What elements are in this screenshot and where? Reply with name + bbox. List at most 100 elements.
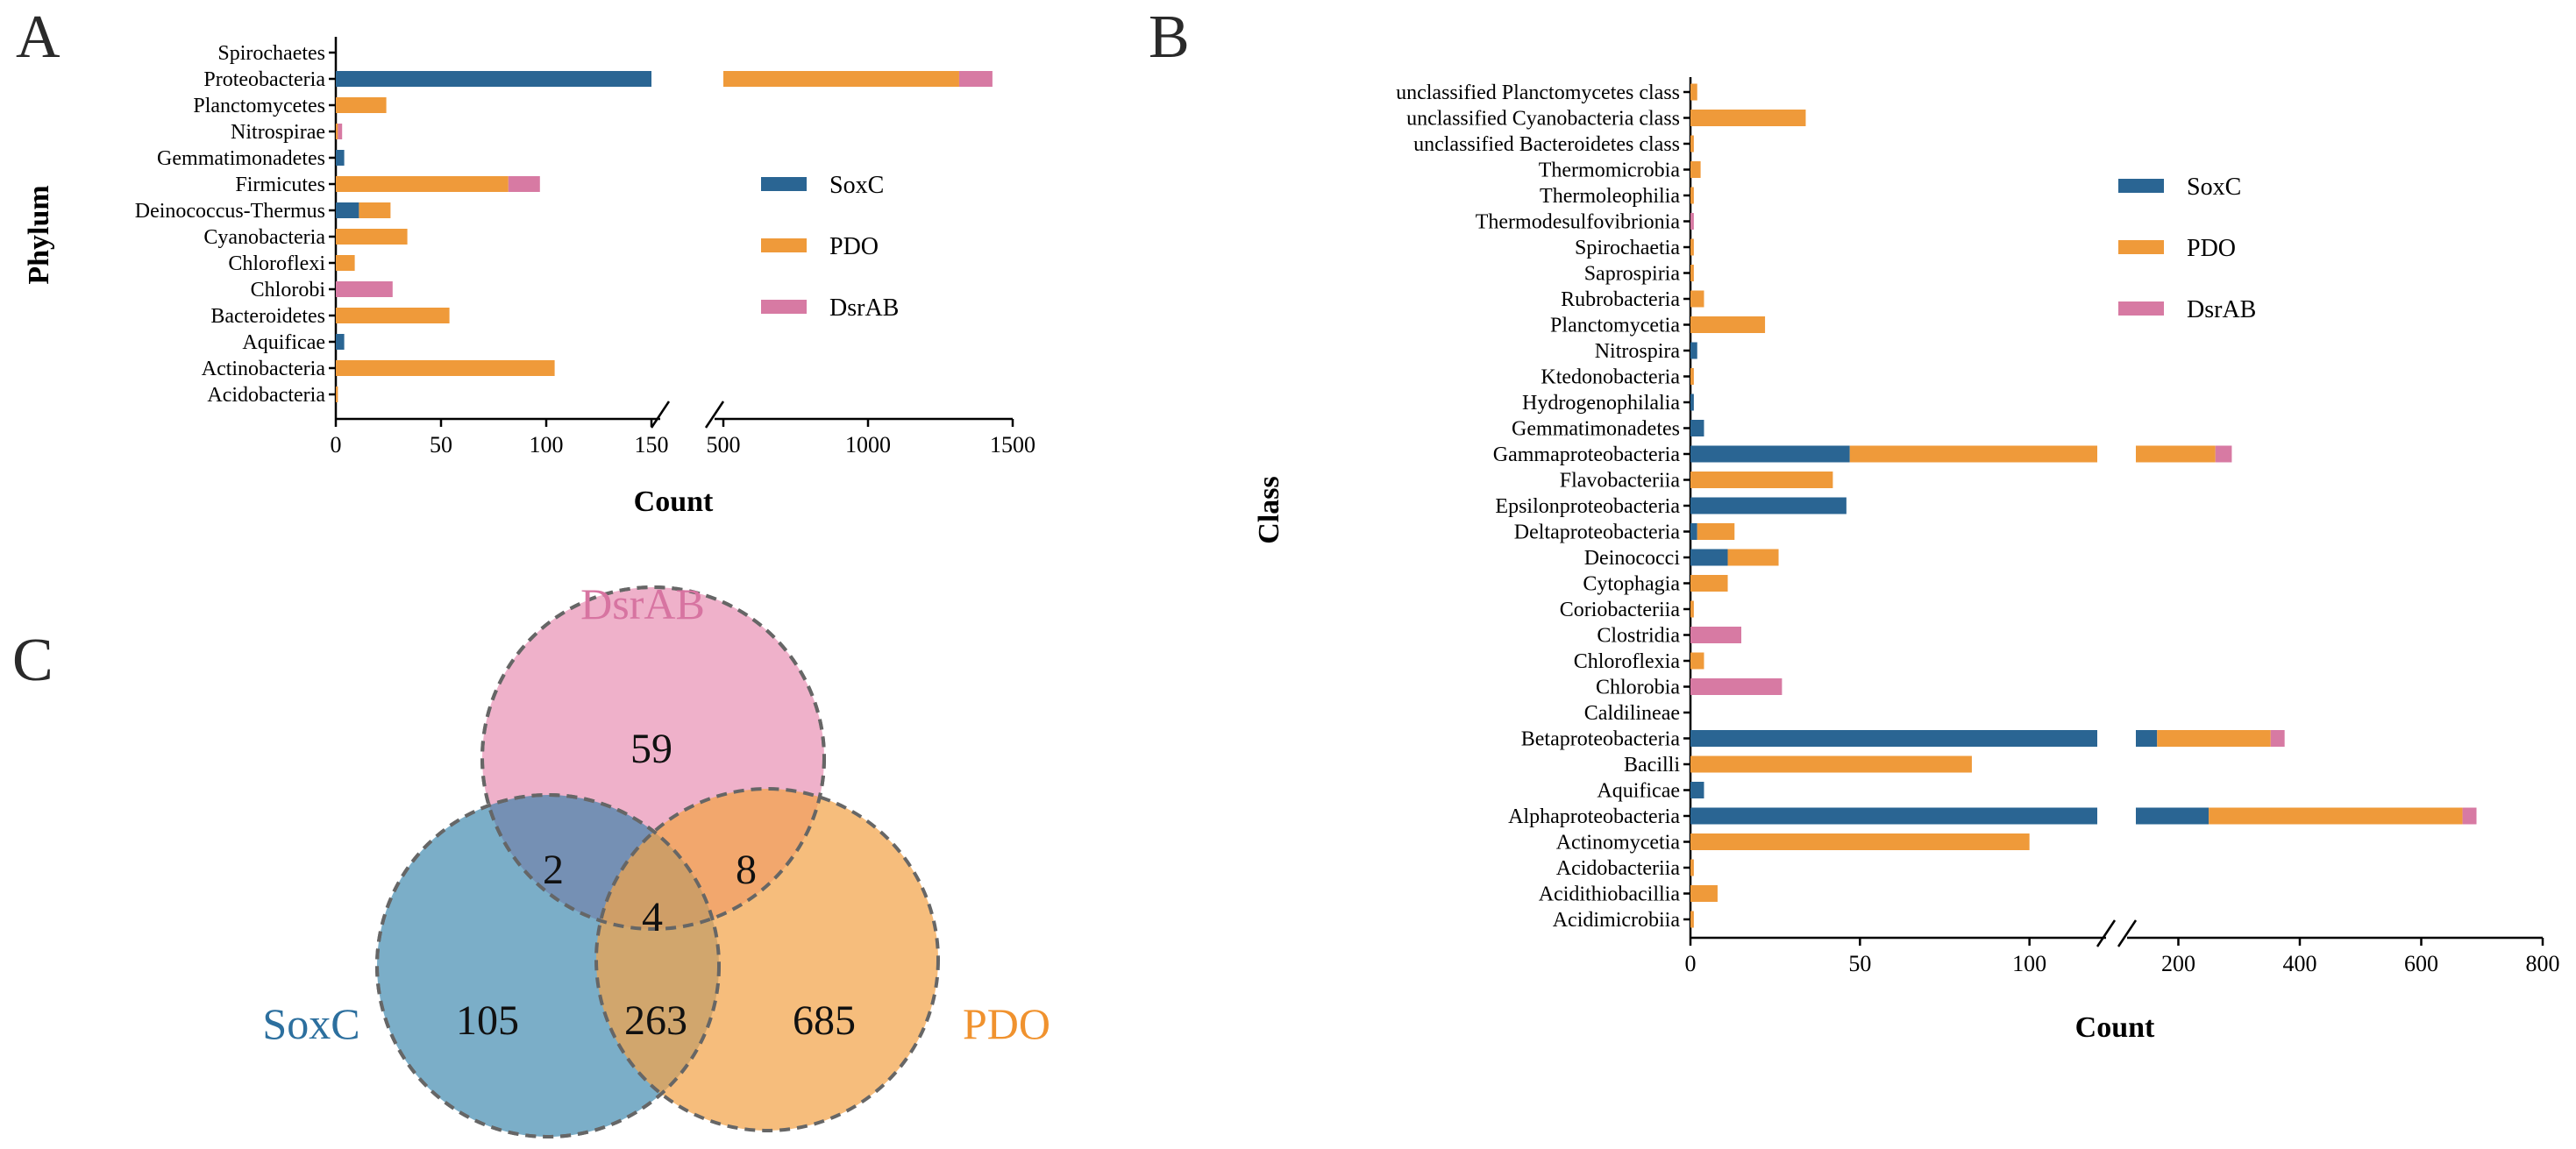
chart-a-category-cyanobacteria: Cyanobacteria xyxy=(203,226,325,249)
chart-b-category-deinococci: Deinococci xyxy=(1584,547,1681,570)
chart-b-bar-pdo-ktedonobacteria xyxy=(1690,368,1694,385)
chart-b-bar-dsrab-alphaproteobacteria xyxy=(2462,807,2477,825)
venn-diagram: DsrAB SoxC PDO 59 2 8 4 105 263 685 xyxy=(262,579,1050,1138)
chart-b-y-axis-label: Class xyxy=(1253,476,1285,543)
chart-b-category-gammaproteobacteria: Gammaproteobacteria xyxy=(1493,443,1681,466)
chart-b-category-hydrogenophilalia: Hydrogenophilalia xyxy=(1522,392,1680,415)
chart-b-category-ktedonobacteria: Ktedonobacteria xyxy=(1541,366,1680,389)
chart-a-bar-dsrab-nitrospirae xyxy=(338,124,343,139)
chart-b-bar-pdo-spirochaetia xyxy=(1690,238,1694,256)
chart-b-category-cytophagia: Cytophagia xyxy=(1583,573,1680,596)
chart-a-category-acidobacteria: Acidobacteria xyxy=(207,384,325,407)
venn-title-dsrab: DsrAB xyxy=(580,579,705,628)
chart-a-x-tick-label-0: 0 xyxy=(331,432,342,457)
chart-b-category-planctomycetia: Planctomycetia xyxy=(1550,315,1680,337)
chart-b-bar-pdo-saprospiria xyxy=(1690,265,1694,281)
chart-b-bar-pdo-thermomicrobia xyxy=(1690,161,1701,178)
chart-b-bar-pdo-gammaproteobacteria-part-1 xyxy=(1849,445,2097,463)
chart-a-category-aquificae: Aquificae xyxy=(242,331,325,354)
chart-a-axis-break-mark-2 xyxy=(704,401,725,429)
chart-b-bar-pdo-acidimicrobiia xyxy=(1690,911,1694,928)
venn-title-pdo: PDO xyxy=(963,999,1050,1048)
chart-b-bar-soxc-gammaproteobacteria xyxy=(1690,445,1850,463)
chart-a-x-tick-label-100: 100 xyxy=(530,432,564,457)
chart-b-x-tick-label-0: 0 xyxy=(1685,951,1697,976)
chart-b-bar-dsrab-clostridia xyxy=(1690,627,1741,643)
chart-b-bar-soxc-betaproteobacteria-part-2 xyxy=(2136,730,2158,747)
venn-count-soxc-only: 105 xyxy=(456,997,519,1044)
chart-a-x-tick-label-150: 150 xyxy=(635,432,669,457)
chart-b-category-acidithiobacillia: Acidithiobacillia xyxy=(1539,883,1681,906)
chart-a-category-gemmatimonadetes: Gemmatimonadetes xyxy=(157,147,325,170)
chart-a-bar-dsrab-proteobacteria xyxy=(958,71,993,87)
chart-b-bar-soxc-betaproteobacteria-part-1 xyxy=(1690,730,2097,747)
chart-b-bar-soxc-deinococci xyxy=(1690,549,1728,566)
chart-b-category-aquificae: Aquificae xyxy=(1597,780,1680,803)
chart-b-bar-soxc-hydrogenophilalia xyxy=(1690,394,1694,411)
chart-b-legend-swatch-soxc xyxy=(2118,179,2164,193)
chart-b-bar-pdo-acidobacteriia xyxy=(1690,859,1694,876)
chart-b-bar-pdo-cytophagia xyxy=(1690,575,1728,592)
chart-b-legend-swatch-pdo xyxy=(2118,240,2164,254)
panel-label-b: B xyxy=(1149,4,1190,71)
chart-b-x-axis-label: Count xyxy=(2075,1011,2155,1044)
chart-b-category-thermodesulfovibrionia: Thermodesulfovibrionia xyxy=(1476,211,1681,234)
chart-a-bar-pdo-bacteroidetes xyxy=(336,308,450,323)
venn-count-all-three: 4 xyxy=(642,894,663,940)
chart-b-axis-break-mark-1 xyxy=(2096,919,2117,947)
chart-b-bar-pdo-thermoleophilia xyxy=(1690,187,1694,204)
chart-a-bar-pdo-proteobacteria xyxy=(723,71,959,87)
chart-b-category-thermomicrobia: Thermomicrobia xyxy=(1539,160,1681,182)
venn-count-soxc-pdo: 263 xyxy=(624,997,687,1044)
chart-a-bar-pdo-acidobacteria xyxy=(336,387,338,402)
chart-b-category-thermoleophilia: Thermoleophilia xyxy=(1540,185,1680,208)
chart-a-y-axis-label: Phylum xyxy=(23,185,55,284)
chart-b-bar-pdo-bacilli xyxy=(1690,755,1972,773)
chart-a-category-spirochaetes: Spirochaetes xyxy=(217,42,325,65)
venn-count-dsrab-pdo: 8 xyxy=(736,847,757,893)
chart-b-legend-swatch-dsrab xyxy=(2118,301,2164,316)
chart-a-category-nitrospirae: Nitrospirae xyxy=(231,121,325,144)
chart-b-category-betaproteobacteria: Betaproteobacteria xyxy=(1521,728,1681,751)
chart-b-bar-pdo-gammaproteobacteria-part-2 xyxy=(2136,445,2216,463)
chart-b-category-flavobacteriia: Flavobacteriia xyxy=(1560,470,1681,493)
chart-a-category-planctomycetes: Planctomycetes xyxy=(193,95,325,117)
chart-b-bar-soxc-alphaproteobacteria-part-1 xyxy=(1690,807,2097,825)
chart-a-category-proteobacteria: Proteobacteria xyxy=(203,68,325,91)
chart-a-category-deinococcus-thermus: Deinococcus-Thermus xyxy=(135,200,325,223)
chart-b-legend-label-soxc: SoxC xyxy=(2187,174,2241,201)
chart-b-bar-dsrab-chlorobia xyxy=(1690,678,1783,695)
chart-b-bar-pdo-unclassified-bacteroidetes-class xyxy=(1690,135,1694,152)
chart-b-bar-soxc-deltaproteobacteria xyxy=(1690,523,1697,540)
chart-a-bar-dsrab-chlorobi xyxy=(336,281,393,297)
chart-b-category-actinomycetia: Actinomycetia xyxy=(1556,832,1681,855)
chart-a-category-firmicutes: Firmicutes xyxy=(235,174,325,196)
chart-b-category-unclassified-planctomycetes-class: unclassified Planctomycetes class xyxy=(1396,82,1680,104)
chart-b-x-tick-label-400: 400 xyxy=(2282,951,2316,976)
chart-b-category-caldilineae: Caldilineae xyxy=(1584,702,1680,725)
chart-a-category-actinobacteria: Actinobacteria xyxy=(202,358,326,380)
chart-b-category-nitrospira: Nitrospira xyxy=(1595,340,1681,363)
chart-a-legend-label-soxc: SoxC xyxy=(829,172,884,199)
chart-b-category-clostridia: Clostridia xyxy=(1597,625,1680,648)
chart-b-axis-break-mark-2 xyxy=(2117,919,2138,947)
chart-b-category-saprospiria: Saprospiria xyxy=(1584,263,1681,286)
chart-b-legend-label-dsrab: DsrAB xyxy=(2187,296,2256,323)
chart-b-bar-pdo-actinomycetia xyxy=(1690,833,2030,850)
venn-outline-soxc xyxy=(375,793,721,1138)
chart-b-category-alphaproteobacteria: Alphaproteobacteria xyxy=(1508,805,1680,828)
chart-b-bar-pdo-chloroflexia xyxy=(1690,652,1704,670)
chart-b-category-gemmatimonadetes: Gemmatimonadetes xyxy=(1512,418,1680,441)
chart-b-bar-soxc-alphaproteobacteria-part-2 xyxy=(2136,807,2210,825)
chart-a-x-tick-label-1000: 1000 xyxy=(845,432,891,457)
chart-b-bar-soxc-nitrospira xyxy=(1690,342,1697,359)
chart-b-category-acidimicrobiia: Acidimicrobiia xyxy=(1553,909,1681,932)
venn-count-dsrab-only: 59 xyxy=(630,726,672,772)
chart-b-x-tick-label-50: 50 xyxy=(1848,951,1871,976)
chart-b-x-tick-label-800: 800 xyxy=(2526,951,2560,976)
chart-a-x-tick-label-1500: 1500 xyxy=(990,432,1035,457)
chart-b-category-coriobacteriia: Coriobacteriia xyxy=(1560,599,1681,621)
chart-b-bar-pdo-alphaproteobacteria xyxy=(2209,807,2463,825)
panel-label-a: A xyxy=(16,4,60,71)
